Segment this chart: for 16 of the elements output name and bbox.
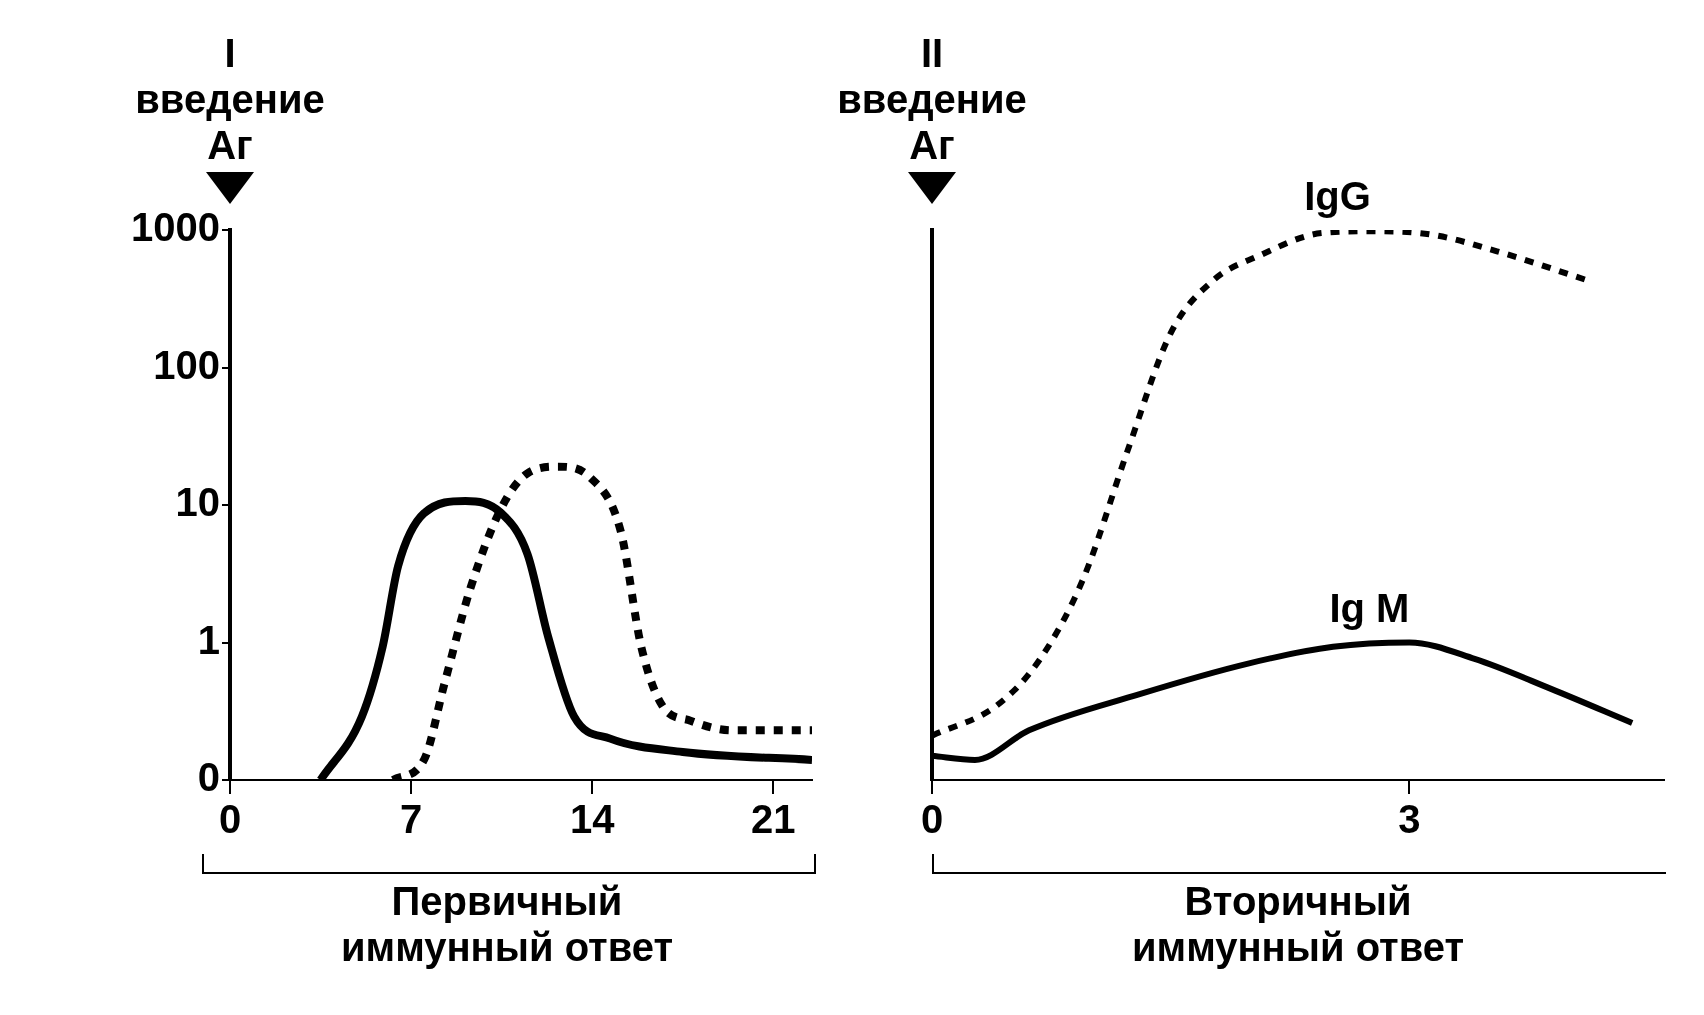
x-tick-label: 21 (750, 797, 796, 842)
x-tick-label: 0 (920, 797, 944, 842)
text: Вторичный иммунный ответ (1131, 878, 1465, 970)
x-tick-label: 14 (569, 797, 616, 842)
series-label: Ig M (1329, 585, 1410, 630)
y-tick-label: 0 (197, 755, 220, 800)
text: Первичный иммунный ответ (340, 878, 674, 970)
y-tick-label: 10 (175, 480, 220, 525)
text: II введение Аг (837, 30, 1027, 168)
y-tick-label: 1000 (131, 205, 220, 250)
series-label: IgG (1304, 174, 1371, 219)
y-tick-label: 1 (197, 617, 220, 662)
x-tick-label: 3 (1398, 797, 1421, 842)
text: I введение Аг (135, 30, 325, 168)
y-tick-label: 100 (153, 342, 220, 387)
x-tick-label: 7 (399, 797, 423, 842)
